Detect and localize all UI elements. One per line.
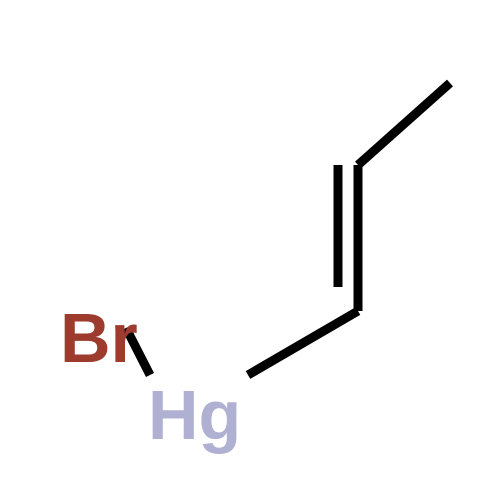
bond-layer: [0, 0, 500, 500]
bond-hg-c1: [248, 311, 358, 375]
atom-label-br: Br: [60, 303, 138, 373]
bond-c2-c3: [358, 83, 450, 165]
molecule-canvas: Br Hg: [0, 0, 500, 500]
atom-label-hg: Hg: [148, 380, 241, 450]
bonds-group: [126, 83, 450, 375]
